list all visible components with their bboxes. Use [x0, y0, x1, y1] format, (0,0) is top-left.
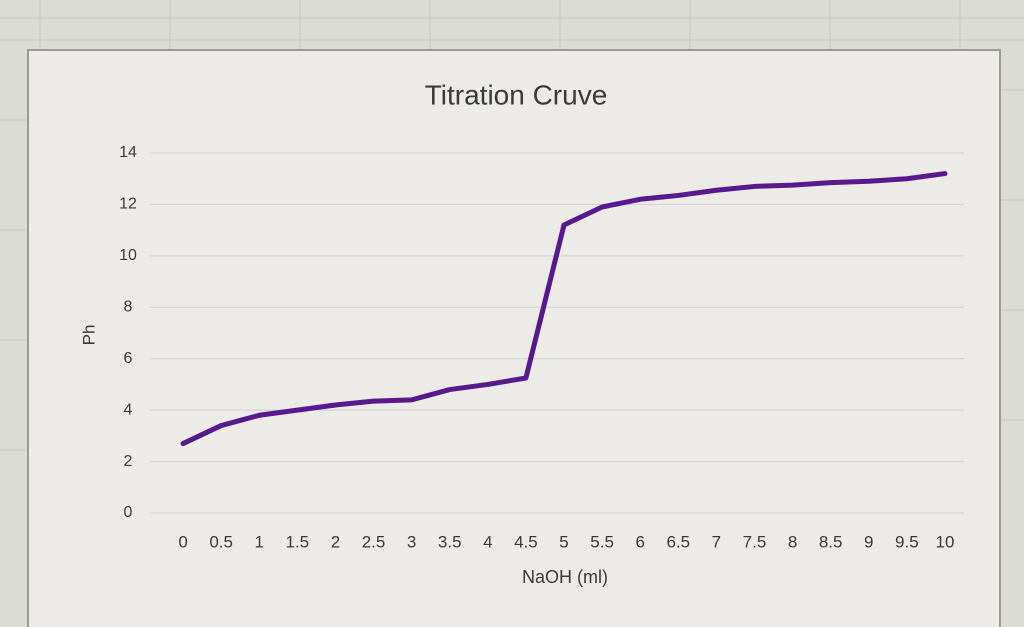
x-tick-label: 4.5	[514, 532, 538, 551]
x-tick-label: 9.5	[895, 532, 919, 551]
x-tick-label: 3	[407, 532, 416, 551]
x-tick-label: 8	[788, 532, 797, 551]
y-tick-label: 6	[124, 350, 133, 367]
x-tick-label: 1	[255, 532, 264, 551]
y-tick-label: 0	[124, 504, 133, 521]
x-tick-label: 4	[483, 532, 492, 551]
x-tick-label: 5.5	[590, 532, 614, 551]
x-tick-label: 0.5	[209, 532, 233, 551]
chart-area	[27, 49, 1001, 627]
y-tick-label: 4	[124, 401, 133, 418]
x-tick-label: 7.5	[743, 532, 767, 551]
chart-title: Titration Cruve	[425, 79, 608, 110]
y-tick-label: 8	[124, 299, 133, 316]
x-tick-label: 1.5	[286, 532, 310, 551]
y-axis-title: Ph	[79, 325, 98, 346]
x-axis-title: NaOH (ml)	[522, 567, 608, 587]
x-tick-label: 5	[559, 532, 568, 551]
x-tick-label: 6	[635, 532, 644, 551]
x-tick-label: 0	[178, 532, 187, 551]
data-line	[180, 171, 948, 447]
x-tick-label: 6.5	[666, 532, 690, 551]
x-tick-label: 2	[331, 532, 340, 551]
y-tick-label: 2	[124, 453, 133, 470]
x-tick-label: 10	[935, 532, 954, 551]
y-tick-label: 14	[119, 144, 137, 161]
x-tick-label: 8.5	[819, 532, 843, 551]
spreadsheet-grid	[0, 0, 1024, 451]
x-tick-label: 2.5	[362, 532, 386, 551]
y-tick-label: 10	[119, 247, 137, 264]
y-tick-label: 12	[119, 196, 137, 213]
x-tick-label: 3.5	[438, 532, 462, 551]
x-tick-label: 9	[864, 532, 873, 551]
x-tick-label: 7	[712, 532, 721, 551]
